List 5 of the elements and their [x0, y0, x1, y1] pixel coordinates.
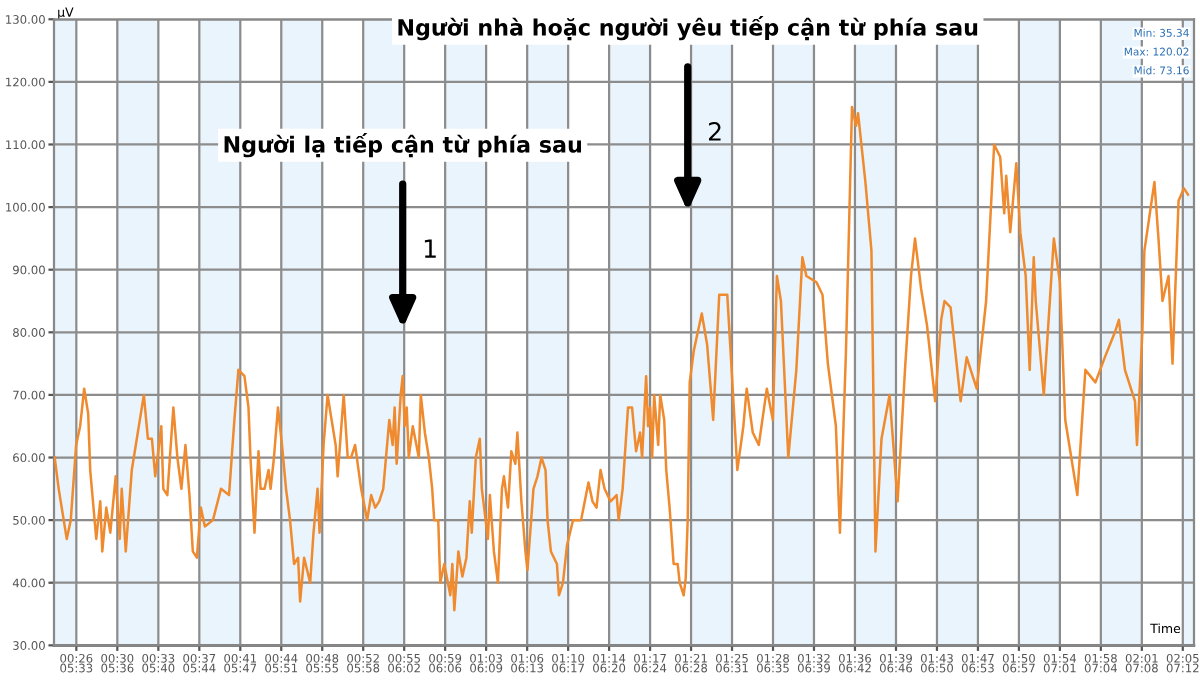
annotation: 1	[424, 239, 436, 258]
annotation: Người lạ tiếp cận từ phía sau	[224, 133, 581, 158]
annotation: Người nhà hoặc người yêu tiếp cận từ phía sau	[398, 16, 978, 41]
annotation: 2	[708, 122, 721, 141]
line-series	[54, 105, 1190, 612]
